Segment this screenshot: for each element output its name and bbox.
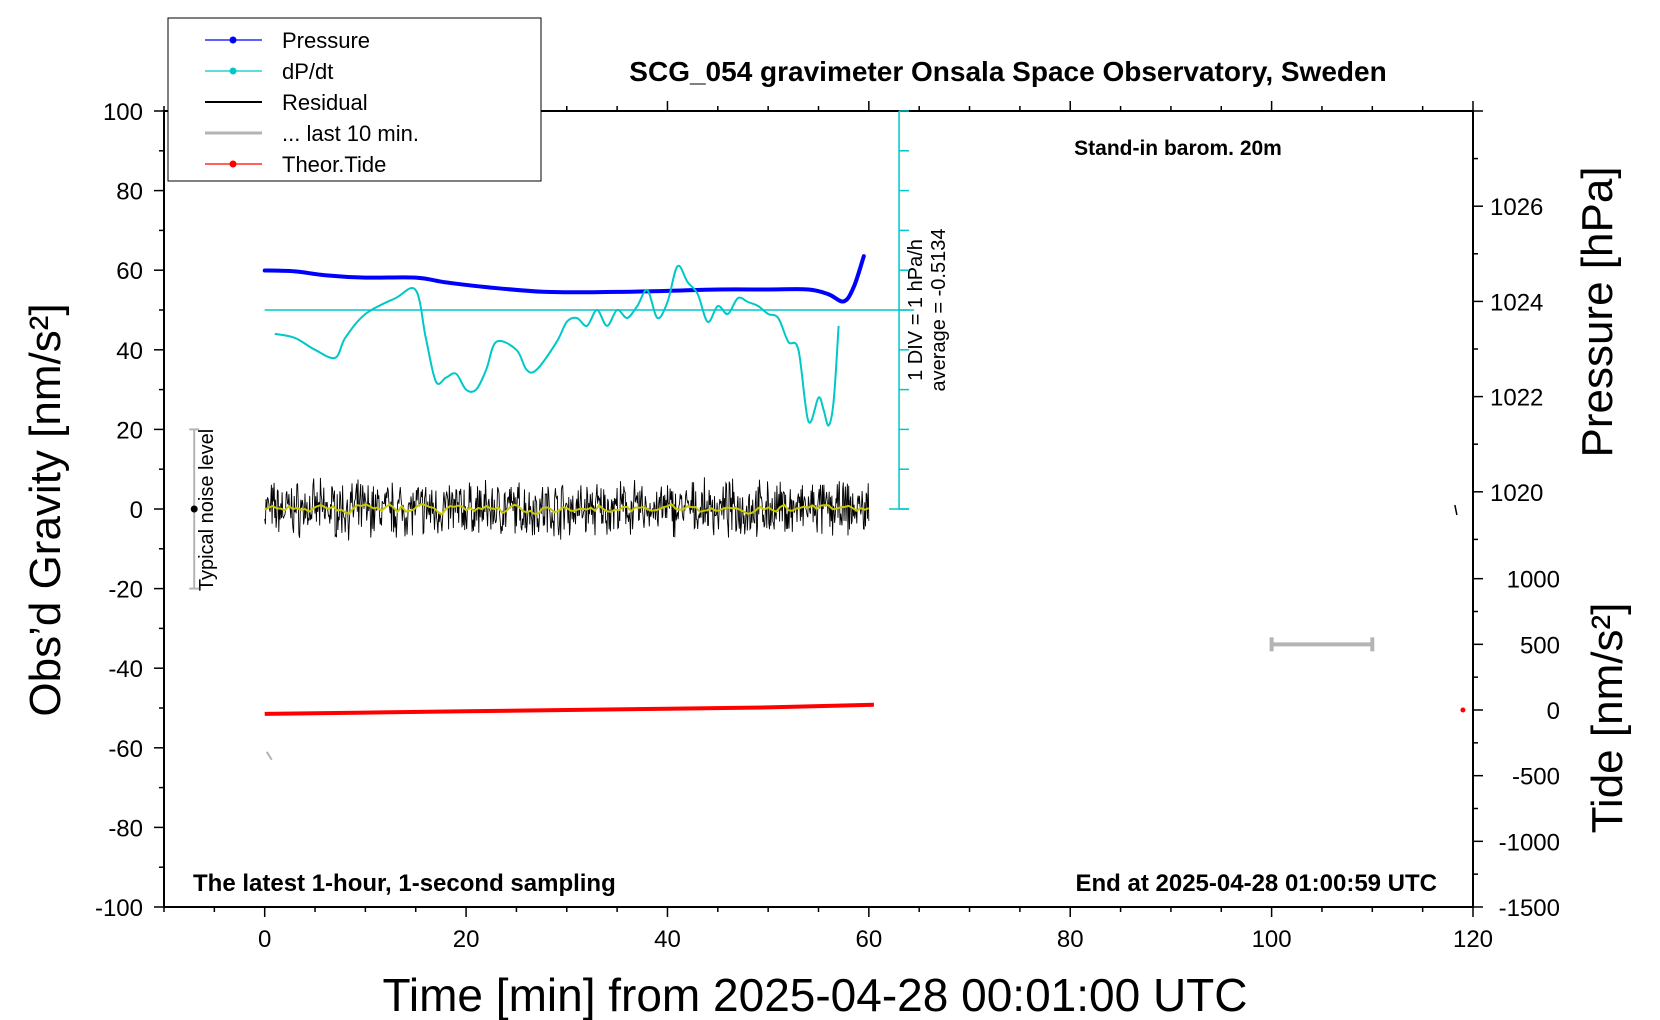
x-tick-label: 120 xyxy=(1453,926,1493,953)
tide-line xyxy=(264,702,874,716)
gravity-tick-label: -20 xyxy=(108,577,143,604)
legend-marker xyxy=(229,160,237,168)
tide-tick-label: -500 xyxy=(1512,764,1560,791)
legend-label: dP/dt xyxy=(282,59,333,84)
gravity-tick-label: 20 xyxy=(116,417,143,444)
footer-right: End at 2025-04-28 01:00:59 UTC xyxy=(1076,870,1438,897)
tide-marker xyxy=(1460,707,1466,713)
tide-tick-label: 1000 xyxy=(1507,567,1560,594)
gravity-tick-label: 60 xyxy=(116,258,143,285)
pressure-tick-label: 1024 xyxy=(1490,289,1543,316)
gravity-tick-label: -80 xyxy=(108,815,143,842)
gravity-tick-label: 40 xyxy=(116,338,143,365)
chart-title: SCG_054 gravimeter Onsala Space Observat… xyxy=(629,56,1386,87)
legend-label: ... last 10 min. xyxy=(282,121,419,146)
noise-level-label: Typical noise level xyxy=(196,429,218,591)
pressure-tick-label: 1022 xyxy=(1490,385,1543,412)
gravity-tick-label: 0 xyxy=(130,497,143,524)
axis-ticks: 0 20 40 60 80 100 120 100 80 60 40 20 0 -20 -40 -60 -80 -… xyxy=(95,99,1560,953)
pressure-tick-label: 1020 xyxy=(1490,480,1543,507)
plot-frame xyxy=(163,110,1474,908)
legend-label: Theor.Tide xyxy=(282,152,386,177)
legend: Pressure dP/dt Residual ... last 10 min. The… xyxy=(167,17,542,182)
y-axis-label-gravity: Obs’d Gravity [nm/s²] xyxy=(21,303,70,716)
y-axis-label-pressure: Pressure [hPa] xyxy=(1573,166,1622,457)
x-axis-label: Time [min] from 2025-04-28 00:01:00 UTC xyxy=(383,969,1248,1020)
dpdt-line xyxy=(274,264,840,427)
series-layer xyxy=(189,110,1466,761)
residual-stray-mark xyxy=(1454,504,1458,516)
legend-items: Pressure dP/dt Residual ... last 10 min. The… xyxy=(205,28,419,177)
tide-tick-label: -1000 xyxy=(1499,829,1560,856)
dpdt-average-label: average = -0.5134 xyxy=(928,229,950,392)
gravity-tick-label: 80 xyxy=(116,179,143,206)
pressure-tick-label: 1026 xyxy=(1490,194,1543,221)
x-tick-label: 0 xyxy=(258,926,271,953)
legend-marker xyxy=(229,36,237,44)
pressure-line xyxy=(262,254,866,304)
tide-tick-label: 0 xyxy=(1547,698,1560,725)
station-note: Stand-in barom. 20m xyxy=(1074,137,1282,160)
legend-marker xyxy=(229,67,237,75)
last10-stray-mark xyxy=(265,751,273,761)
x-tick-label: 20 xyxy=(453,926,480,953)
tide-tick-label: -1500 xyxy=(1499,895,1560,922)
x-tick-label: 60 xyxy=(855,926,882,953)
y-axis-label-tide: Tide [nm/s²] xyxy=(1583,603,1632,834)
gravity-tick-label: -100 xyxy=(95,895,143,922)
dpdt-scale-label: 1 DIV = 1 hPa/h xyxy=(905,239,927,381)
residual-smoothed-line xyxy=(264,502,870,516)
residual-line xyxy=(264,477,870,541)
x-tick-label: 100 xyxy=(1252,926,1292,953)
legend-label: Residual xyxy=(282,90,368,115)
noise-level-dot xyxy=(190,505,198,513)
footer-left: The latest 1-hour, 1-second sampling xyxy=(193,870,616,897)
gravity-tick-label: 100 xyxy=(103,99,143,126)
x-tick-label: 80 xyxy=(1057,926,1084,953)
gravity-tick-label: -60 xyxy=(108,736,143,763)
gravity-tick-label: -40 xyxy=(108,656,143,683)
x-tick-label: 40 xyxy=(654,926,681,953)
legend-label: Pressure xyxy=(282,28,370,53)
tide-tick-label: 500 xyxy=(1520,632,1560,659)
legend-box xyxy=(167,17,542,182)
